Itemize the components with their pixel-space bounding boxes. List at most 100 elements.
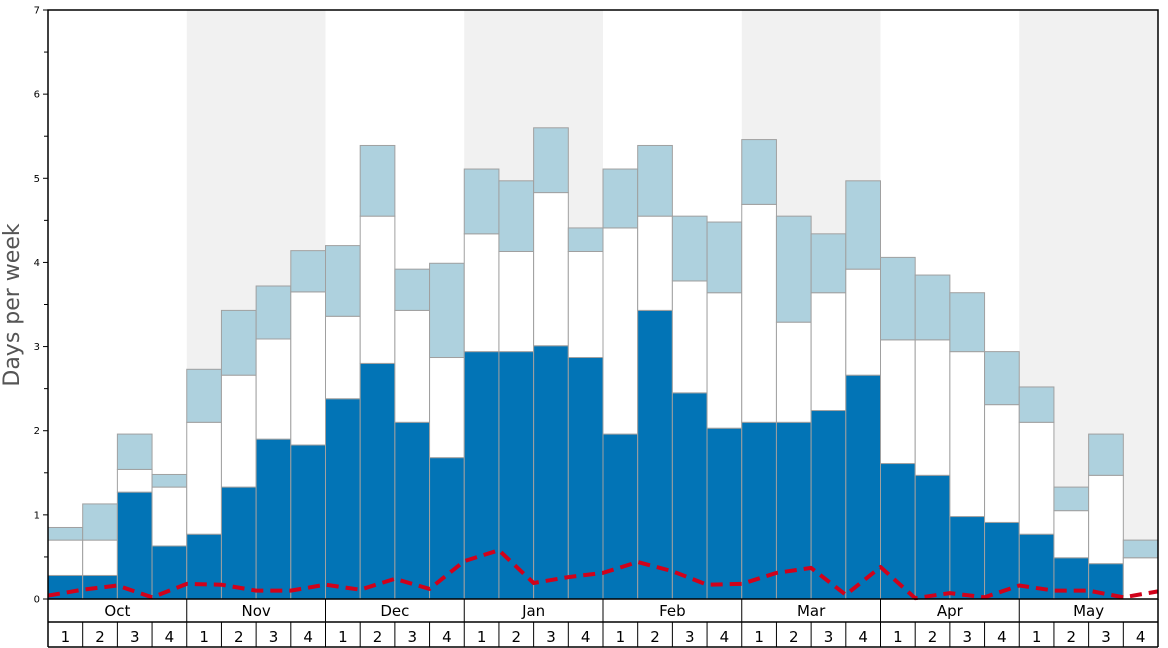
bar-dark-7	[255, 438, 292, 600]
week-label-may-4: 4	[1136, 628, 1146, 646]
bar-mid-20	[706, 292, 743, 429]
bar-dark-25	[880, 463, 916, 600]
month-label-nov: Nov	[241, 602, 270, 620]
bar-dark-20	[706, 427, 743, 600]
bar-dark-18	[637, 309, 673, 600]
week-label-apr-3: 3	[962, 628, 972, 646]
month-label-mar: Mar	[797, 602, 826, 620]
bar-dark-27	[949, 516, 986, 600]
week-label-jan-4: 4	[581, 628, 591, 646]
bar-dark-5	[186, 533, 222, 600]
bar-dark-6	[220, 486, 257, 600]
bar-dark-21	[741, 421, 777, 600]
month-label-feb: Feb	[659, 602, 686, 620]
y-tick-label-7: 7	[34, 6, 40, 17]
bar-mid-5	[186, 421, 222, 535]
bar-light-13	[463, 168, 500, 235]
bar-light-4	[151, 473, 188, 488]
bar-dark-10	[359, 362, 396, 600]
bar-light-15	[533, 127, 569, 194]
bar-dark-30	[1053, 557, 1090, 600]
bar-light-27	[949, 292, 986, 353]
bar-light-22	[775, 215, 812, 323]
bar-light-25	[880, 256, 916, 341]
bar-mid-21	[741, 203, 777, 423]
bar-mid-6	[220, 374, 257, 488]
bar-dark-3	[116, 491, 153, 600]
bar-mid-19	[671, 280, 708, 394]
bar-mid-11	[394, 309, 431, 423]
bar-mid-27	[949, 351, 986, 518]
bar-mid-13	[463, 233, 500, 353]
week-label-apr-4: 4	[997, 628, 1007, 646]
week-label-jan-3: 3	[546, 628, 556, 646]
y-tick-label-6: 6	[34, 90, 40, 101]
week-label-apr-1: 1	[893, 628, 903, 646]
bar-light-3	[116, 433, 153, 470]
bar-light-23	[810, 233, 847, 294]
week-label-nov-4: 4	[303, 628, 313, 646]
bar-dark-16	[567, 357, 604, 600]
bar-mid-15	[533, 192, 569, 347]
bar-dark-9	[325, 398, 361, 600]
bar-light-11	[394, 268, 431, 311]
bar-light-32	[1122, 539, 1159, 559]
bar-mid-18	[637, 215, 673, 311]
bar-mid-17	[602, 227, 639, 435]
bar-light-16	[567, 227, 604, 252]
bar-dark-28	[984, 521, 1020, 600]
bar-light-8	[290, 250, 326, 293]
bar-mid-7	[255, 338, 292, 440]
bar-light-29	[1018, 386, 1055, 423]
bar-light-20	[706, 221, 743, 294]
bar-light-7	[255, 285, 292, 340]
y-tick-label-1: 1	[34, 510, 40, 521]
week-label-oct-1: 1	[61, 628, 71, 646]
bar-dark-19	[671, 392, 708, 600]
bar-mid-2	[82, 539, 118, 576]
week-label-nov-3: 3	[269, 628, 279, 646]
y-axis: 0 1 2 3 4 5 6 7	[34, 6, 48, 606]
bar-mid-1	[47, 539, 84, 576]
bar-dark-17	[602, 433, 639, 600]
bar-light-26	[914, 274, 951, 341]
week-label-jan-1: 1	[477, 628, 487, 646]
bar-light-21	[741, 139, 777, 205]
bar-mid-31	[1088, 474, 1124, 565]
bar-mid-29	[1018, 421, 1055, 535]
bar-dark-23	[810, 410, 847, 600]
bar-mid-10	[359, 215, 396, 364]
bar-mid-24	[845, 268, 881, 376]
y-tick-label-0: 0	[34, 595, 40, 606]
bar-mid-28	[984, 404, 1020, 523]
bar-dark-26	[914, 474, 951, 600]
bar-dark-31	[1088, 563, 1124, 600]
week-label-mar-3: 3	[824, 628, 834, 646]
bar-light-19	[671, 215, 708, 282]
bar-mid-26	[914, 339, 951, 476]
week-label-may-2: 2	[1067, 628, 1077, 646]
week-label-dec-1: 1	[338, 628, 348, 646]
bar-dark-22	[775, 421, 812, 600]
week-label-oct-3: 3	[130, 628, 140, 646]
bar-light-18	[637, 144, 673, 217]
bar-mid-14	[498, 250, 535, 353]
week-label-may-1: 1	[1032, 628, 1042, 646]
week-label-dec-2: 2	[373, 628, 383, 646]
week-label-mar-1: 1	[754, 628, 764, 646]
bar-dark-12	[429, 457, 465, 600]
bar-light-6	[220, 309, 257, 376]
bar-mid-3	[116, 468, 153, 493]
week-label-feb-3: 3	[685, 628, 695, 646]
trend-line	[47, 548, 1159, 601]
bar-light-28	[984, 351, 1020, 406]
bar-dark-24	[845, 374, 881, 600]
week-label-oct-2: 2	[95, 628, 105, 646]
week-label-apr-2: 2	[928, 628, 938, 646]
week-label-mar-2: 2	[789, 628, 799, 646]
bar-dark-11	[394, 421, 431, 600]
week-label-feb-4: 4	[720, 628, 730, 646]
y-tick-label-5: 5	[34, 174, 40, 185]
week-label-dec-3: 3	[407, 628, 417, 646]
